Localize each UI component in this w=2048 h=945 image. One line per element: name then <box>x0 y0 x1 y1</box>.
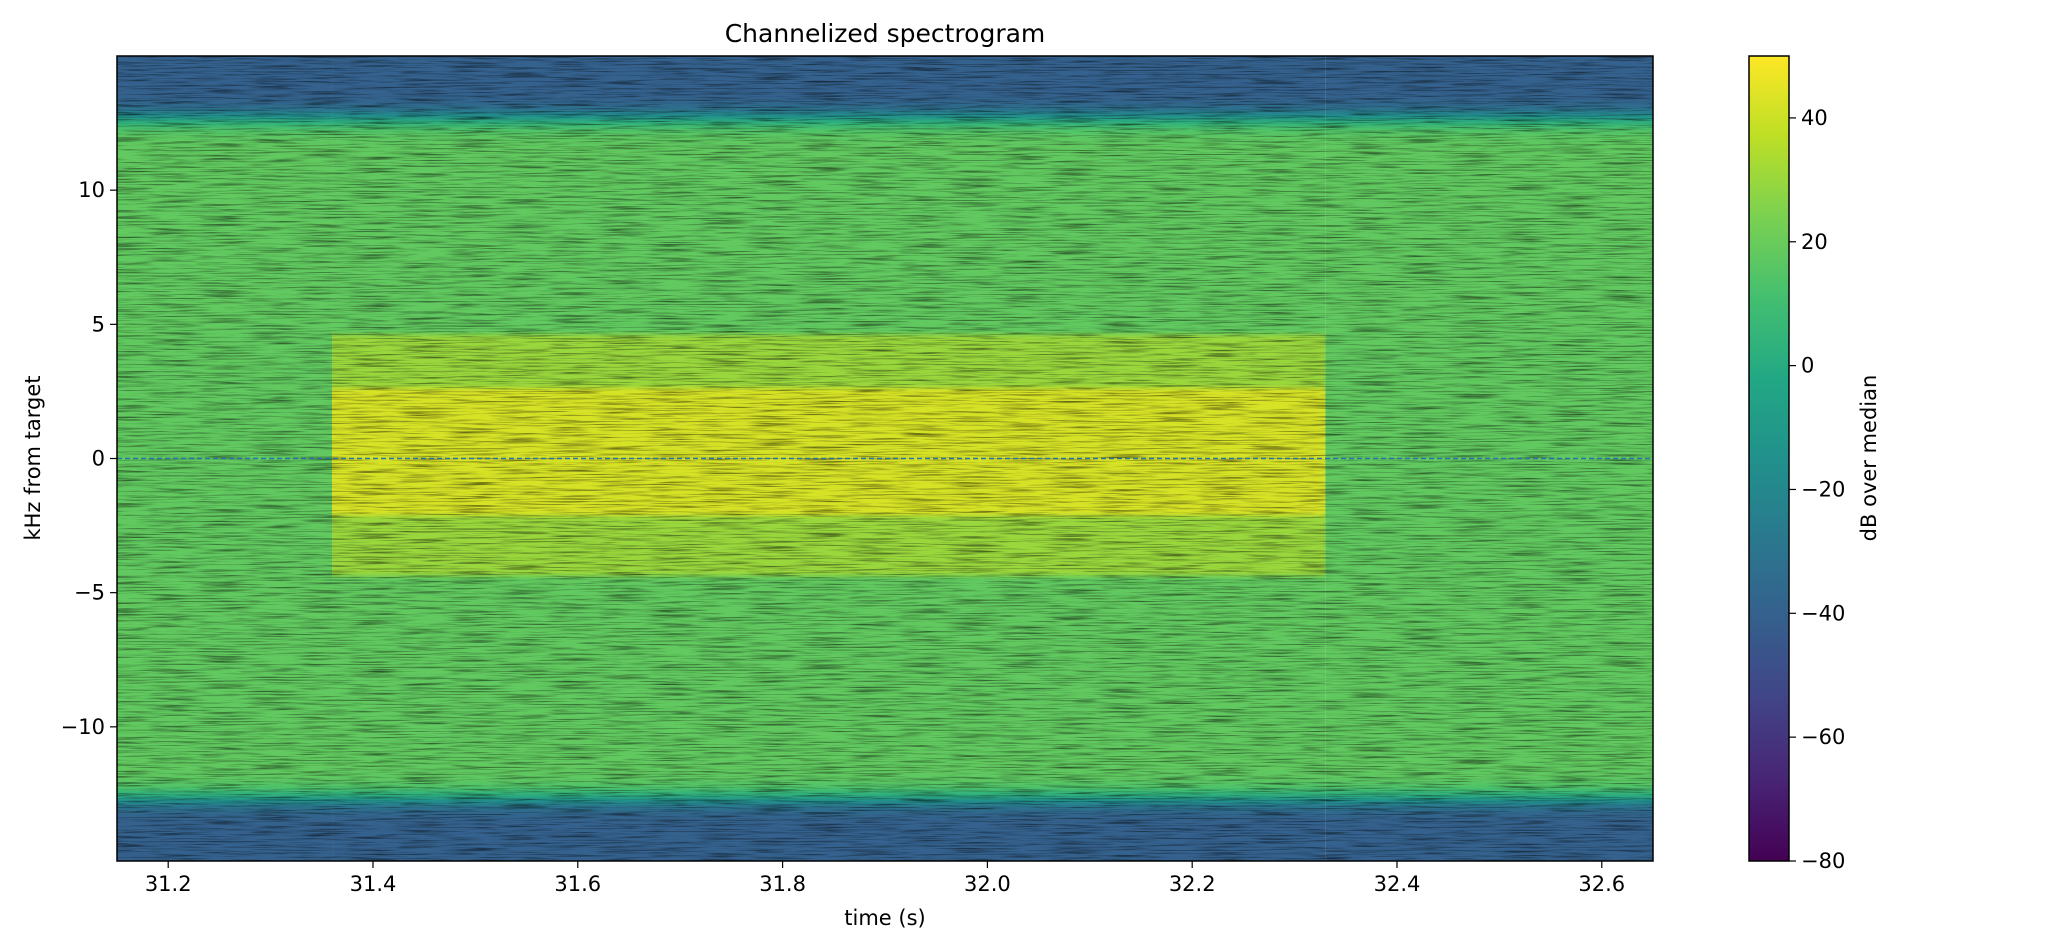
y-tick-label: −10 <box>61 715 105 739</box>
colorbar-axis: 40 20 0 −20 −40 −60 −80 <box>1789 106 1845 873</box>
colorbar-tick-label: −80 <box>1801 849 1845 873</box>
colorbar-tick-label: −40 <box>1801 601 1845 625</box>
y-tick-label: 10 <box>78 178 105 202</box>
colorbar-tick-label: −20 <box>1801 477 1845 501</box>
x-tick-label: 32.6 <box>1578 872 1625 896</box>
y-tick-label: 0 <box>92 447 105 471</box>
x-axis-label: time (s) <box>844 906 925 930</box>
x-tick-label: 31.6 <box>554 872 601 896</box>
colorbar-tick-label: 40 <box>1801 106 1828 130</box>
x-tick-label: 32.2 <box>1169 872 1216 896</box>
y-axis-label: kHz from target <box>21 375 45 540</box>
colorbar-label: dB over median <box>1857 375 1881 542</box>
spectrogram-heatmap <box>117 56 1653 861</box>
colorbar-tick-label: −60 <box>1801 725 1845 749</box>
y-axis: 10 5 0 −5 −10 <box>61 178 117 739</box>
colorbar <box>1748 55 1790 862</box>
x-tick-label: 31.2 <box>145 872 192 896</box>
colorbar-tick-label: 0 <box>1801 354 1814 378</box>
colorbar-tick-label: 20 <box>1801 230 1828 254</box>
x-axis: 31.2 31.4 31.6 31.8 32.0 32.2 32.4 32.6 <box>145 861 1625 896</box>
chart-title: Channelized spectrogram <box>725 19 1046 48</box>
y-tick-label: 5 <box>92 312 105 336</box>
x-tick-label: 32.0 <box>964 872 1011 896</box>
x-tick-label: 31.4 <box>350 872 397 896</box>
y-tick-label: −5 <box>74 581 105 605</box>
x-tick-label: 32.4 <box>1374 872 1421 896</box>
x-tick-label: 31.8 <box>759 872 806 896</box>
